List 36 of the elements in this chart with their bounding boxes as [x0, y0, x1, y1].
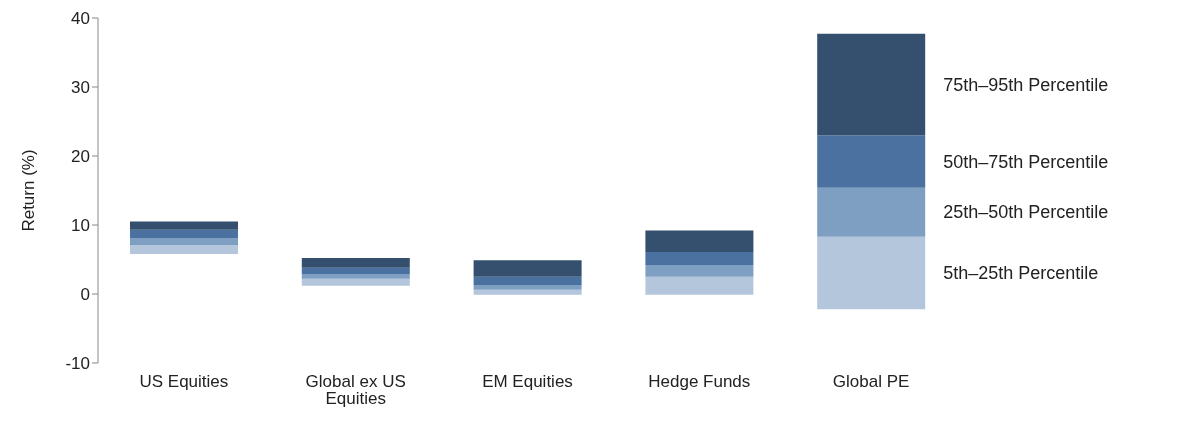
bar: [817, 135, 926, 188]
bar: [301, 273, 410, 279]
bar: [130, 229, 238, 239]
bar: [130, 238, 238, 246]
bar: [817, 187, 926, 237]
bar: [645, 251, 754, 266]
bar: [301, 258, 410, 268]
x-tick-label: EM Equities: [482, 372, 573, 392]
bar: [645, 276, 754, 295]
bar: [130, 245, 238, 254]
y-tick-label: 30: [71, 78, 90, 98]
y-tick-label: 10: [71, 216, 90, 236]
series-label: 5th–25th Percentile: [943, 262, 1099, 283]
x-tick-label: Hedge Funds: [648, 372, 751, 392]
bar: [645, 230, 754, 252]
y-axis-title: Return (%): [19, 149, 39, 232]
y-tick-label: 20: [71, 147, 90, 167]
x-tick-label: Global ex US Equities: [305, 372, 406, 409]
y-tick-label: -10: [65, 354, 90, 374]
bar: [817, 236, 926, 310]
bar: [473, 260, 582, 277]
bar: [473, 276, 582, 286]
bar: [130, 221, 238, 230]
bar: [645, 265, 754, 277]
series-label: 75th–95th Percentile: [943, 74, 1109, 95]
x-tick-label: US Equities: [139, 372, 229, 392]
bar: [301, 278, 410, 286]
series-label: 25th–50th Percentile: [943, 202, 1109, 223]
y-tick-label: 40: [71, 9, 90, 29]
bar: [473, 285, 582, 290]
series-label: 50th–75th Percentile: [943, 151, 1109, 172]
bar: [817, 33, 926, 136]
bar: [473, 289, 582, 295]
bar: [301, 267, 410, 274]
y-tick-label: 0: [80, 285, 90, 305]
x-tick-label: Global PE: [832, 372, 910, 392]
